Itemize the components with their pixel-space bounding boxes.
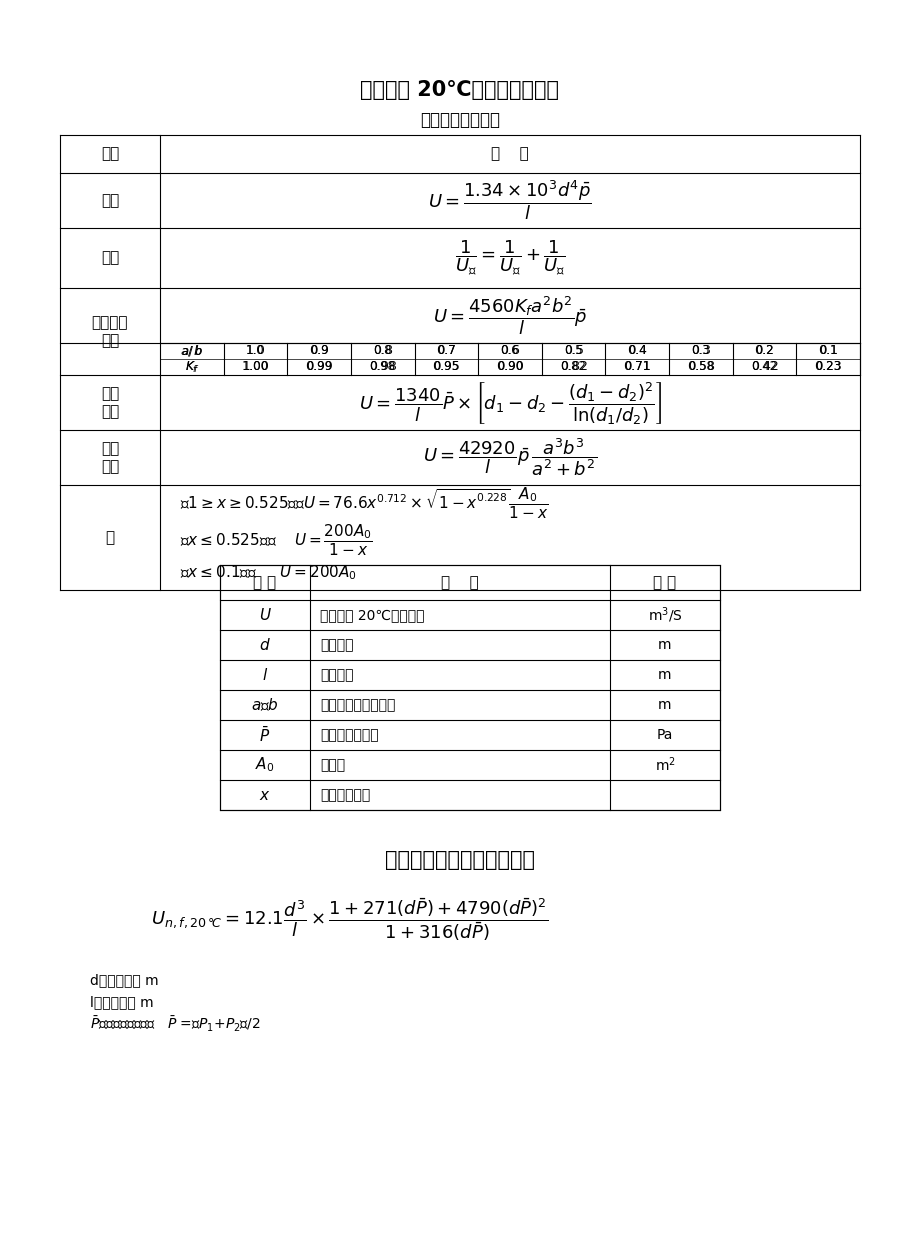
Text: 当$x \leq 0.1$时，     $U = 200A_0$: 当$x \leq 0.1$时， $U = 200A_0$: [180, 564, 357, 583]
Text: 《真空设计手册》: 《真空设计手册》: [420, 111, 499, 129]
Text: m: m: [657, 698, 671, 712]
Text: 0.58: 0.58: [687, 361, 713, 373]
Text: 0.3: 0.3: [691, 345, 709, 357]
Text: 0.98: 0.98: [369, 361, 396, 373]
Text: 0.8: 0.8: [372, 345, 392, 357]
Text: 环形
管道: 环形 管道: [101, 386, 119, 418]
Text: 0.5: 0.5: [563, 345, 583, 357]
Text: $\mathrm{m^2}$: $\mathrm{m^2}$: [653, 756, 675, 774]
Text: 孔: 孔: [106, 530, 115, 545]
Text: 0.82: 0.82: [560, 361, 586, 373]
Text: 单 位: 单 位: [652, 575, 675, 590]
Text: 椭圆
管道: 椭圆 管道: [101, 441, 119, 473]
Text: 0.2: 0.2: [754, 345, 774, 357]
Text: $U$: $U$: [258, 608, 271, 622]
Text: l：管道长度 m: l：管道长度 m: [90, 995, 153, 1008]
Text: 0.6: 0.6: [500, 345, 519, 357]
Text: 0.5: 0.5: [563, 345, 583, 357]
Text: $l$: $l$: [262, 667, 267, 684]
Text: 0.95: 0.95: [433, 361, 459, 373]
Text: 短管: 短管: [101, 250, 119, 265]
Text: 0.4: 0.4: [628, 345, 646, 357]
Text: 0.4: 0.4: [627, 345, 646, 357]
Text: 项目: 项目: [101, 147, 119, 162]
Text: 孔两侧压力比: 孔两侧压力比: [320, 788, 369, 802]
Text: 0.99: 0.99: [306, 361, 332, 373]
Text: 孔面积: 孔面积: [320, 758, 345, 772]
Text: $U = \dfrac{1.34 \times 10^3 d^4 \bar{p}}{l}$: $U = \dfrac{1.34 \times 10^3 d^4 \bar{p}…: [427, 178, 591, 223]
Text: 0.42: 0.42: [751, 361, 777, 373]
Text: 0.95: 0.95: [432, 361, 460, 373]
Text: $\mathrm{m^3/S}$: $\mathrm{m^3/S}$: [647, 605, 682, 625]
Text: 0.23: 0.23: [813, 361, 841, 373]
Text: 1.0: 1.0: [245, 345, 265, 357]
Text: $d$: $d$: [259, 637, 270, 652]
Text: 0.71: 0.71: [623, 361, 651, 373]
Text: 粘滞流一分子流下管道流导: 粘滞流一分子流下管道流导: [384, 850, 535, 870]
Text: 管道直径: 管道直径: [320, 637, 353, 652]
Text: 管道长度: 管道长度: [320, 669, 353, 682]
Text: 1.00: 1.00: [243, 361, 268, 373]
Text: 0.82: 0.82: [559, 361, 587, 373]
Text: $U = \dfrac{4560K_f a^2 b^2}{l} \bar{p}$: $U = \dfrac{4560K_f a^2 b^2}{l} \bar{p}$: [432, 294, 586, 337]
Text: m: m: [657, 669, 671, 682]
Text: $K_f$: $K_f$: [185, 360, 199, 375]
Text: 0.58: 0.58: [686, 361, 714, 373]
Text: 0.3: 0.3: [690, 345, 710, 357]
Text: $U_{n,f,20\,°\!C} = 12.1\dfrac{d^3}{l} \times \dfrac{1+271(d\bar{P})+4790(d\bar{: $U_{n,f,20\,°\!C} = 12.1\dfrac{d^3}{l} \…: [152, 896, 548, 944]
Text: 0.71: 0.71: [623, 361, 650, 373]
Text: 0.90: 0.90: [495, 361, 523, 373]
Text: 符 号: 符 号: [253, 575, 277, 590]
Text: 0.23: 0.23: [814, 361, 840, 373]
Text: 0.1: 0.1: [817, 345, 837, 357]
Text: $\bar{P}$：管道中平均压力   $\bar{P}$ =（$P_1$+$P_2$）/2: $\bar{P}$：管道中平均压力 $\bar{P}$ =（$P_1$+$P_2…: [90, 1015, 260, 1033]
Text: 0.90: 0.90: [496, 361, 522, 373]
Text: 0.98: 0.98: [369, 361, 395, 373]
Text: 1.00: 1.00: [242, 361, 269, 373]
Text: Pa: Pa: [656, 728, 673, 742]
Text: $A_0$: $A_0$: [255, 756, 275, 774]
Text: $\dfrac{1}{U_{\text{短}}} = \dfrac{1}{U_{\text{孔}}} + \dfrac{1}{U_{\text{管}}}$: $\dfrac{1}{U_{\text{短}}} = \dfrac{1}{U_{…: [454, 238, 564, 278]
Text: 0.6: 0.6: [500, 345, 518, 357]
Text: 0.9: 0.9: [310, 345, 328, 357]
Text: $a/\,b$: $a/\,b$: [180, 344, 203, 359]
Text: 0.1: 0.1: [818, 345, 836, 357]
Text: $K_f$: $K_f$: [185, 360, 199, 375]
Text: 椭圆长半轴，短半轴: 椭圆长半轴，短半轴: [320, 698, 395, 712]
Text: 0.9: 0.9: [309, 345, 329, 357]
Text: $U = \dfrac{1340}{l} \bar{P} \times \left[d_1 - d_2 - \dfrac{(d_1-d_2)^2}{\ln(d_: $U = \dfrac{1340}{l} \bar{P} \times \lef…: [358, 380, 661, 426]
Text: 长管: 长管: [101, 193, 119, 208]
Text: $U = \dfrac{42920}{l} \bar{p}\, \dfrac{a^3 b^3}{a^2+b^2}$: $U = \dfrac{42920}{l} \bar{p}\, \dfrac{a…: [423, 437, 596, 478]
Text: $x$: $x$: [259, 788, 270, 803]
Text: 当$x \leq 0.525$时，    $U = \dfrac{200A_0}{1-x}$: 当$x \leq 0.525$时， $U = \dfrac{200A_0}{1-…: [180, 522, 372, 558]
Text: 0.8: 0.8: [373, 345, 391, 357]
Bar: [220, 565, 720, 810]
Text: 0.7: 0.7: [437, 345, 455, 357]
Text: 意    义: 意 义: [440, 575, 479, 590]
Text: $\bar{P}$: $\bar{P}$: [259, 726, 270, 745]
Text: 管道中平均压力: 管道中平均压力: [320, 728, 379, 742]
Text: 0.2: 0.2: [754, 345, 773, 357]
Text: 粘滞流下 20℃空气流导: 粘滞流下 20℃空气流导: [320, 608, 424, 622]
Text: d：管道直径 m: d：管道直径 m: [90, 974, 158, 987]
Text: m: m: [657, 637, 671, 652]
Text: 0.7: 0.7: [436, 345, 456, 357]
Text: 粘滞流下 20℃空气的管道流导: 粘滞流下 20℃空气的管道流导: [360, 80, 559, 100]
Text: 公    式: 公 式: [491, 147, 528, 162]
Text: 0.42: 0.42: [750, 361, 777, 373]
Text: $a/\,b$: $a/\,b$: [181, 344, 202, 359]
Text: 矩形截面
直管: 矩形截面 直管: [92, 315, 128, 347]
Text: $a$、$b$: $a$、$b$: [251, 697, 278, 713]
Text: 0.99: 0.99: [305, 361, 333, 373]
Text: 当$1 \geq x \geq 0.525$时，$U = 76.6x^{0.712} \times \sqrt{1-x^{0.228}} \dfrac{A_0}: 当$1 \geq x \geq 0.525$时，$U = 76.6x^{0.71…: [180, 486, 548, 520]
Text: 1.0: 1.0: [246, 345, 265, 357]
